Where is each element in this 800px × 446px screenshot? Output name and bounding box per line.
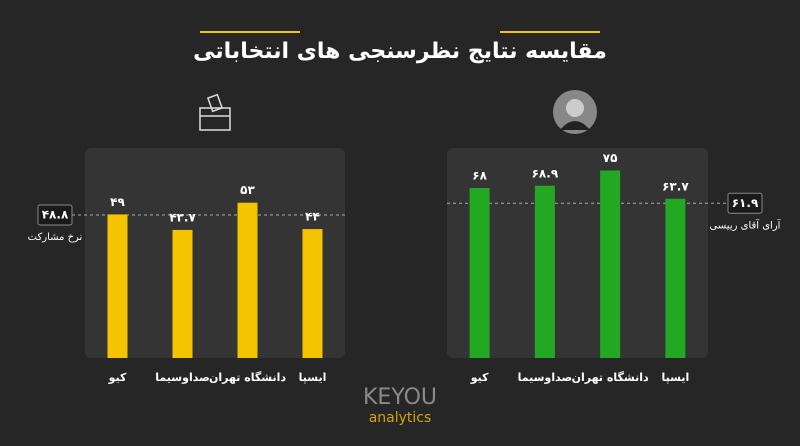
- panel: [447, 148, 708, 358]
- category-label: کیو: [470, 371, 489, 384]
- bar: [665, 198, 686, 358]
- bar: [534, 185, 555, 358]
- bar: [600, 170, 621, 358]
- category-label: صداوسیما: [518, 371, 572, 384]
- value-label: ۴۳.۷: [169, 210, 196, 224]
- reference-label: ۴۸.۸: [42, 208, 69, 222]
- bar: [302, 229, 323, 358]
- panel: [85, 148, 345, 358]
- bar: [469, 188, 490, 358]
- category-label: کیو: [108, 371, 127, 384]
- title: مقایسه نتایج نظرسنجی های انتخاباتی: [193, 39, 607, 64]
- ballot-icon: [199, 93, 231, 131]
- value-label: ۶۸.۹: [532, 166, 559, 180]
- portrait: [553, 90, 597, 134]
- category-label: دانشگاه تهران: [572, 371, 649, 384]
- category-label: ایسپا: [299, 371, 327, 384]
- value-label: ۶۸: [472, 169, 487, 183]
- reference-label: ۶۱.۹: [732, 196, 759, 210]
- bar: [237, 202, 258, 358]
- reference-box: [727, 192, 763, 214]
- category-label: ایسپا: [662, 371, 690, 384]
- logo-tagline: analytics: [369, 410, 432, 426]
- value-label: ۴۴: [305, 210, 320, 224]
- reference-text: نرخ مشارکت: [28, 232, 83, 243]
- value-label: ۶۳.۷: [662, 179, 689, 193]
- value-label: ۷۵: [603, 151, 618, 165]
- category-label: دانشگاه تهران: [209, 371, 286, 384]
- value-label: ۴۹: [110, 195, 125, 209]
- category-label: صداوسیما: [155, 371, 209, 384]
- logo-brand: KEYOU: [363, 385, 437, 410]
- bar: [107, 214, 128, 358]
- bar: [172, 229, 193, 358]
- reference-text: آرای آقای رییسی: [710, 218, 782, 231]
- value-label: ۵۳: [240, 183, 255, 197]
- reference-box: [37, 204, 73, 226]
